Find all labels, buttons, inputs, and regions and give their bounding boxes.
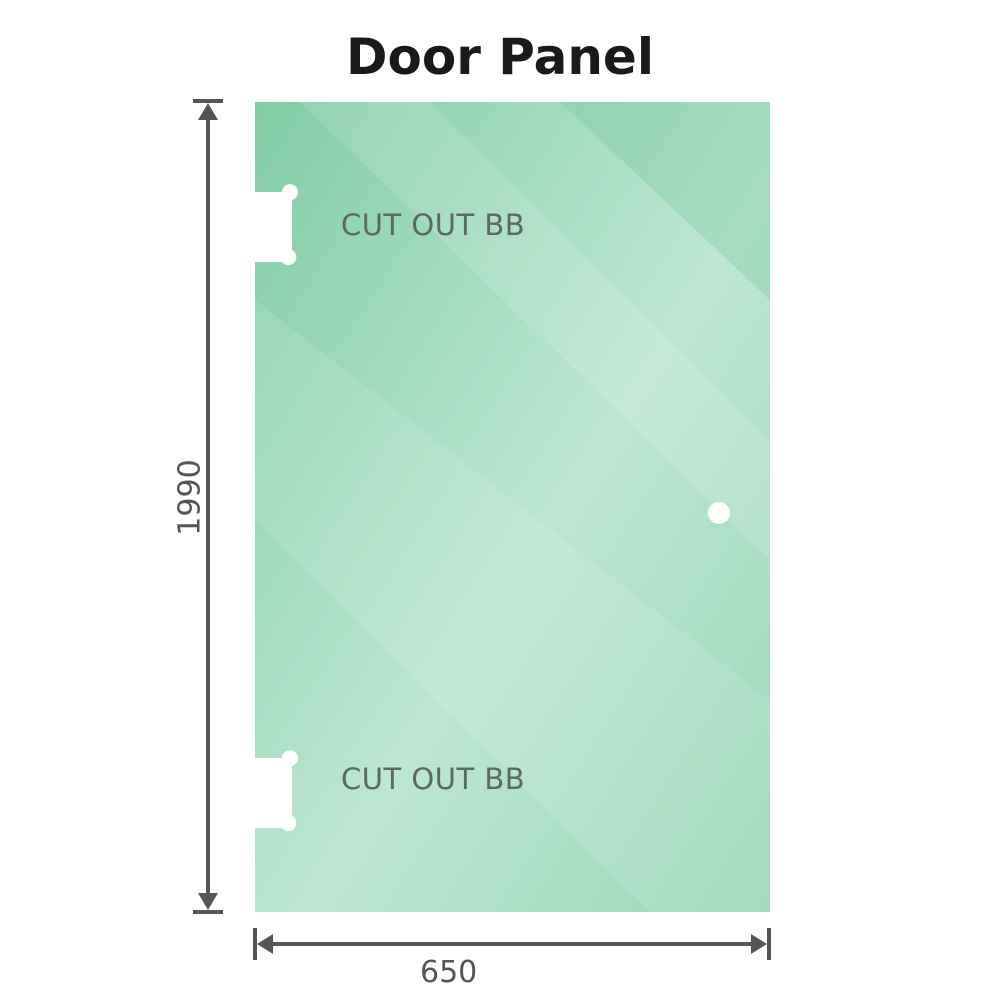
cutout-bottom-label: CUT OUT BB [341, 762, 526, 796]
width-dimension [253, 928, 771, 960]
diagram-title: Door Panel [346, 28, 654, 86]
cutout-top [255, 184, 298, 266]
width-label: 650 [420, 955, 478, 990]
height-label: 1990 [172, 459, 208, 536]
handle-hole [708, 502, 730, 524]
height-dimension [193, 99, 223, 914]
cutout-top-label: CUT OUT BB [341, 208, 526, 242]
glass-panel [255, 102, 770, 912]
cutout-bottom [255, 750, 298, 832]
